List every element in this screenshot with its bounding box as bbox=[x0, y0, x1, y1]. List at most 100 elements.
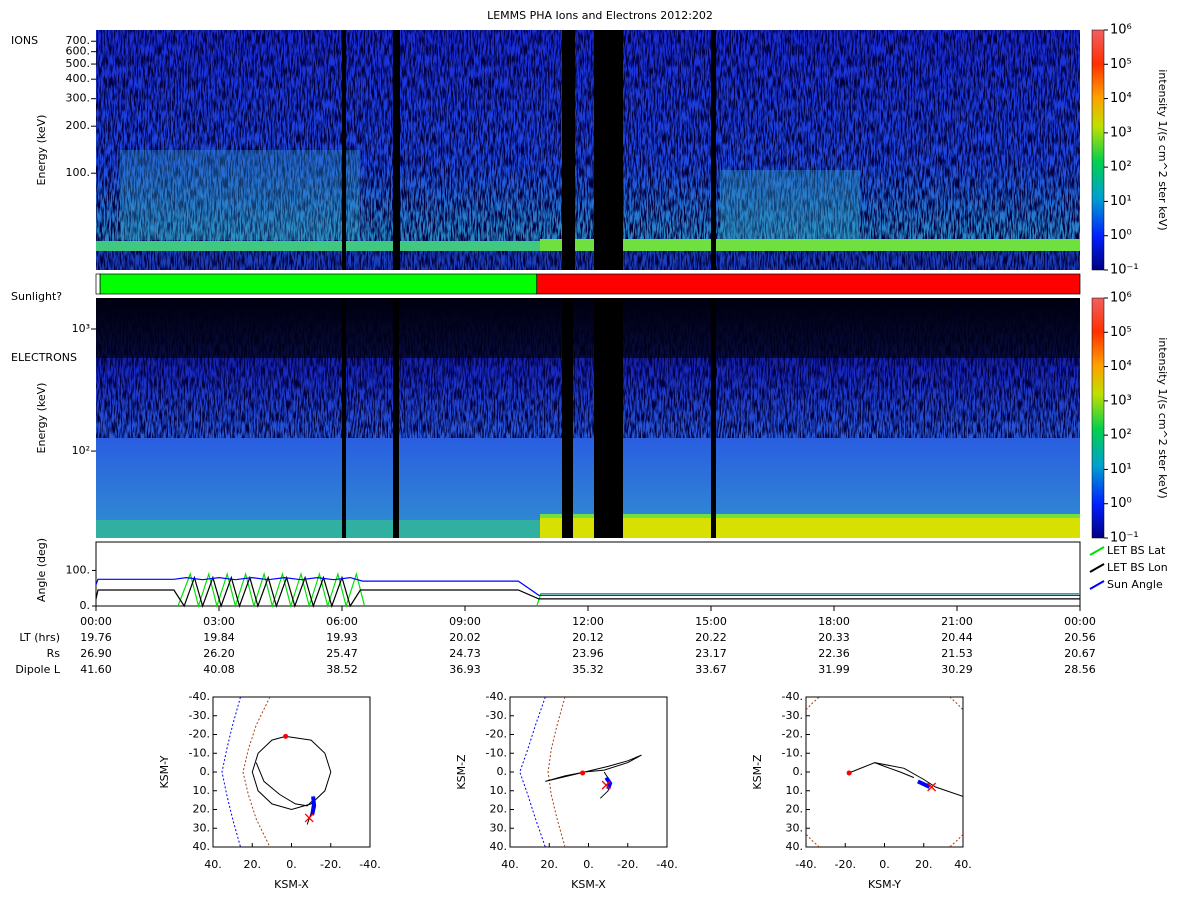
x-tick-label: -20. bbox=[617, 858, 638, 871]
y-tick-label: 30. bbox=[490, 821, 508, 834]
cell: 20.22 bbox=[695, 631, 727, 644]
colorbar-tick-label: 10³ bbox=[1110, 393, 1132, 408]
y-tick-label: -30. bbox=[486, 709, 507, 722]
cell: 33.67 bbox=[695, 663, 727, 676]
orbit-plot bbox=[221, 697, 332, 847]
y-axis-label: Energy (keV) bbox=[35, 383, 48, 454]
data-line bbox=[849, 762, 963, 797]
y-tick-label: -20. bbox=[782, 728, 803, 741]
x-tick-label: 18:00 bbox=[818, 615, 850, 628]
legend-swatch bbox=[1089, 563, 1105, 573]
x-tick-label: -40. bbox=[359, 858, 380, 871]
colorbar-tick-label: 10⁰ bbox=[1110, 496, 1132, 511]
colorbar-tick-label: 10⁴ bbox=[1110, 91, 1132, 106]
x-tick-label: 20. bbox=[915, 858, 933, 871]
data-line bbox=[95, 575, 1080, 608]
cell: 24.73 bbox=[449, 647, 481, 660]
legend-label: Sun Angle bbox=[1107, 578, 1163, 591]
cell: 20.33 bbox=[818, 631, 850, 644]
panel-label: IONS bbox=[11, 34, 38, 47]
colorbar-tick-label: 10⁰ bbox=[1110, 228, 1132, 243]
y-tick-label: 10. bbox=[490, 784, 508, 797]
x-tick-label: 00:00 bbox=[1064, 615, 1096, 628]
data-line bbox=[95, 576, 1080, 596]
y-tick-label: 10² bbox=[72, 444, 90, 457]
y-tick-label: 700. bbox=[66, 34, 91, 47]
x-tick-label: 15:00 bbox=[695, 615, 727, 628]
x-tick-label: 09:00 bbox=[449, 615, 481, 628]
x-tick-label: 00:00 bbox=[80, 615, 112, 628]
row-label: Rs bbox=[47, 647, 61, 660]
y-tick-label: 40. bbox=[490, 840, 508, 853]
colorbar bbox=[1091, 297, 1105, 539]
y-tick-label: -40. bbox=[486, 690, 507, 703]
marker-x bbox=[304, 813, 314, 823]
y-tick-label: 10. bbox=[786, 784, 804, 797]
x-axis-label: KSM-X bbox=[571, 878, 606, 891]
sunlight-segment bbox=[99, 273, 538, 295]
colorbar-tick-label: 10⁵ bbox=[1110, 325, 1132, 340]
x-axis-label: KSM-X bbox=[274, 878, 309, 891]
cell: 21.53 bbox=[941, 647, 973, 660]
data-line bbox=[242, 697, 271, 847]
y-tick-label: 100. bbox=[66, 563, 91, 576]
y-tick-label: -20. bbox=[189, 728, 210, 741]
x-tick-label: 0. bbox=[583, 858, 594, 871]
marker-x bbox=[927, 782, 937, 792]
ion-spectrogram bbox=[96, 30, 1080, 270]
data-line bbox=[547, 697, 566, 847]
y-tick-label: 40. bbox=[193, 840, 211, 853]
data-line bbox=[310, 796, 317, 816]
colorbar bbox=[1091, 29, 1105, 271]
cell: 23.17 bbox=[695, 647, 727, 660]
y-tick-label: -30. bbox=[189, 709, 210, 722]
colorbar-tick-label: 10⁴ bbox=[1110, 359, 1132, 374]
y-tick-label: 0. bbox=[80, 599, 91, 612]
y-tick-label: 200. bbox=[66, 119, 91, 132]
cell: 26.20 bbox=[203, 647, 235, 660]
cell: 30.29 bbox=[941, 663, 973, 676]
y-tick-label: 40. bbox=[786, 840, 804, 853]
x-tick-label: -40. bbox=[656, 858, 677, 871]
data-line bbox=[519, 697, 546, 847]
y-tick-label: -10. bbox=[189, 746, 210, 759]
cell: 40.08 bbox=[203, 663, 235, 676]
cell: 36.93 bbox=[449, 663, 481, 676]
legend-label: LET BS Lat bbox=[1107, 544, 1166, 557]
colorbar-tick-label: 10⁻¹ bbox=[1110, 263, 1139, 278]
y-tick-label: -40. bbox=[189, 690, 210, 703]
colorbar-tick-label: 10⁶ bbox=[1110, 23, 1132, 38]
x-tick-label: 06:00 bbox=[326, 615, 358, 628]
row-label: LT (hrs) bbox=[19, 631, 60, 644]
legend-swatch bbox=[1089, 546, 1105, 556]
cell: 22.36 bbox=[818, 647, 850, 660]
sunlight-segment bbox=[95, 273, 101, 295]
colorbar-tick-label: 10² bbox=[1110, 160, 1132, 175]
sunlight-segment bbox=[536, 273, 1081, 295]
x-tick-label: 21:00 bbox=[941, 615, 973, 628]
cell: 38.52 bbox=[326, 663, 358, 676]
y-tick-label: -10. bbox=[782, 746, 803, 759]
y-tick-label: 100. bbox=[66, 166, 91, 179]
x-tick-label: 03:00 bbox=[203, 615, 235, 628]
y-tick-label: -10. bbox=[486, 746, 507, 759]
data-line bbox=[874, 762, 915, 779]
marker-dot bbox=[846, 770, 852, 776]
orbit-plot bbox=[519, 697, 642, 847]
colorbar-tick-label: 10⁵ bbox=[1110, 57, 1132, 72]
panel-label: ELECTRONS bbox=[11, 351, 77, 364]
y-tick-label: 30. bbox=[193, 821, 211, 834]
x-tick-label: 0. bbox=[286, 858, 297, 871]
marker-dot bbox=[580, 770, 586, 776]
x-tick-label: 40. bbox=[204, 858, 222, 871]
data-line bbox=[917, 779, 931, 789]
y-tick-label: 400. bbox=[66, 72, 91, 85]
cell: 20.44 bbox=[941, 631, 973, 644]
y-axis-label: KSM-Y bbox=[158, 755, 171, 788]
y-tick-label: 10. bbox=[193, 784, 211, 797]
title: LEMMS PHA Ions and Electrons 2012:202 bbox=[487, 9, 713, 22]
y-tick-label: 20. bbox=[786, 803, 804, 816]
y-tick-label: 20. bbox=[490, 803, 508, 816]
cell: 19.76 bbox=[80, 631, 112, 644]
